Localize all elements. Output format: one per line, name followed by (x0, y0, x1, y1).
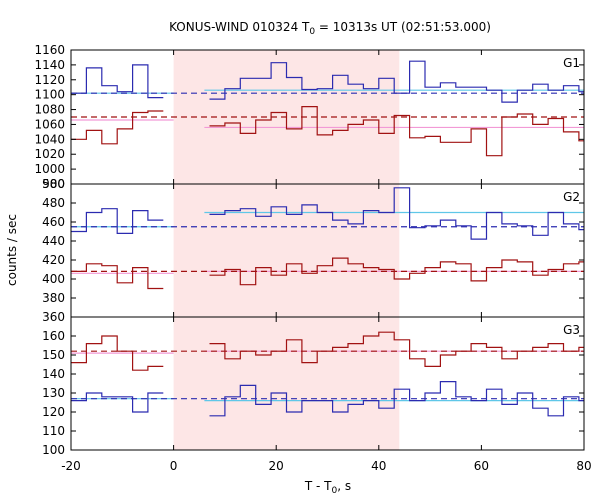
x-tick-label: 0 (170, 459, 178, 473)
y-tick-label: 1020 (34, 147, 65, 161)
series-red-histogram (71, 335, 164, 371)
panel-g3-data (71, 331, 584, 417)
x-tick-label: -20 (61, 459, 81, 473)
y-tick-label: 360 (42, 310, 65, 324)
x-tick-label: 60 (474, 459, 489, 473)
panel-g2-data (71, 187, 584, 290)
y-tick-label: 480 (42, 196, 65, 210)
y-tick-label: 1100 (34, 88, 65, 102)
x-axis-label: T - T0, s (304, 479, 351, 496)
y-tick-label: 1080 (34, 103, 65, 117)
y-tick-label: 980 (42, 177, 65, 191)
y-tick-label: 500 (42, 177, 65, 191)
y-tick-label: 100 (42, 443, 65, 457)
panel-label-g2: G2 (563, 190, 580, 204)
y-tick-label: 1060 (34, 117, 65, 131)
y-tick-label: 1000 (34, 162, 65, 176)
series-red-histogram (71, 110, 164, 145)
y-tick-label: 160 (42, 329, 65, 343)
y-tick-label: 130 (42, 386, 65, 400)
y-tick-label: 400 (42, 272, 65, 286)
y-tick-label: 380 (42, 291, 65, 305)
y-tick-label: 420 (42, 253, 65, 267)
chart-title: KONUS-WIND 010324 T0 = 10313s UT (02:51:… (169, 20, 491, 37)
panel-g1-data (71, 60, 584, 157)
series-red-histogram (209, 106, 584, 157)
x-tick-label: 20 (269, 459, 284, 473)
y-tick-label: 140 (42, 367, 65, 381)
series-red-histogram (209, 257, 584, 286)
panel-frame-g3 (70, 316, 585, 451)
y-axis-label: counts / sec (5, 214, 19, 286)
y-tick-label: 440 (42, 234, 65, 248)
y-tick-label: 1140 (34, 58, 65, 72)
y-tick-label: 460 (42, 215, 65, 229)
panel-label-g3: G3 (563, 323, 580, 337)
y-tick-label: 1120 (34, 73, 65, 87)
x-tick-label: 80 (576, 459, 591, 473)
y-tick-label: 1040 (34, 132, 65, 146)
highlight-interval (173, 50, 400, 450)
panel-label-g1: G1 (563, 56, 580, 70)
series-blue-histogram (71, 64, 164, 99)
series-red-histogram (71, 263, 164, 290)
y-tick-label: 1160 (34, 43, 65, 57)
series-blue-histogram (71, 208, 164, 234)
series-blue-histogram (71, 392, 164, 413)
y-tick-label: 150 (42, 348, 65, 362)
series-blue-histogram (209, 187, 584, 240)
y-tick-label: 120 (42, 405, 65, 419)
series-blue-histogram (209, 381, 584, 417)
y-tick-label: 110 (42, 424, 65, 438)
x-tick-label: 40 (371, 459, 386, 473)
